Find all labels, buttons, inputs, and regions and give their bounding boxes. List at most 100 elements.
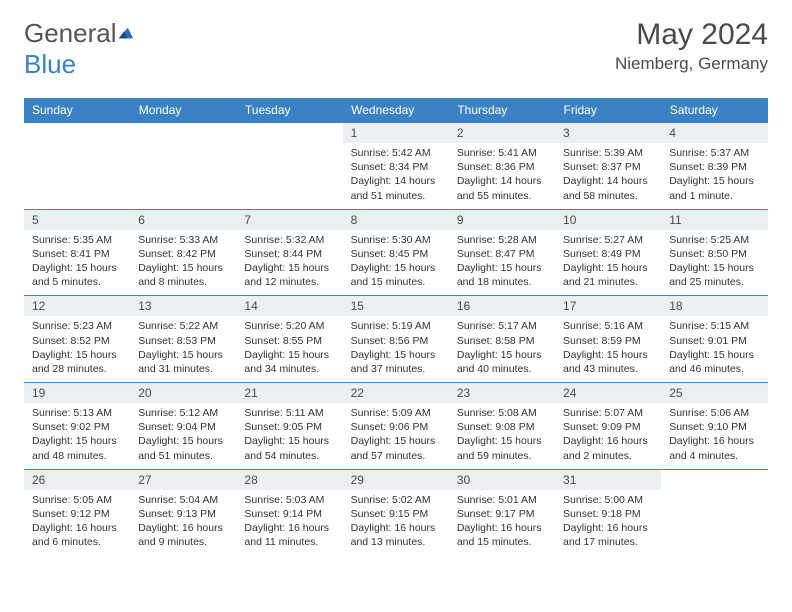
calendar-week: 12Sunrise: 5:23 AMSunset: 8:52 PMDayligh… (24, 296, 768, 383)
day-data: Sunrise: 5:41 AMSunset: 8:36 PMDaylight:… (449, 143, 555, 209)
calendar-cell: 1Sunrise: 5:42 AMSunset: 8:34 PMDaylight… (343, 123, 449, 210)
day-data: Sunrise: 5:11 AMSunset: 9:05 PMDaylight:… (236, 403, 342, 469)
day-number: 15 (343, 296, 449, 316)
day-header: Saturday (661, 98, 767, 123)
calendar-cell (236, 123, 342, 210)
calendar-cell: 21Sunrise: 5:11 AMSunset: 9:05 PMDayligh… (236, 383, 342, 470)
calendar-cell: 20Sunrise: 5:12 AMSunset: 9:04 PMDayligh… (130, 383, 236, 470)
calendar-cell: 16Sunrise: 5:17 AMSunset: 8:58 PMDayligh… (449, 296, 555, 383)
day-header: Friday (555, 98, 661, 123)
calendar-cell: 2Sunrise: 5:41 AMSunset: 8:36 PMDaylight… (449, 123, 555, 210)
day-number: 26 (24, 470, 130, 490)
day-number: 13 (130, 296, 236, 316)
day-number: 25 (661, 383, 767, 403)
day-number: 3 (555, 123, 661, 143)
day-number: 5 (24, 210, 130, 230)
day-data: Sunrise: 5:19 AMSunset: 8:56 PMDaylight:… (343, 316, 449, 382)
calendar-cell: 10Sunrise: 5:27 AMSunset: 8:49 PMDayligh… (555, 209, 661, 296)
day-number: 10 (555, 210, 661, 230)
day-number: 14 (236, 296, 342, 316)
day-number: 30 (449, 470, 555, 490)
day-header: Wednesday (343, 98, 449, 123)
calendar-cell: 3Sunrise: 5:39 AMSunset: 8:37 PMDaylight… (555, 123, 661, 210)
day-data: Sunrise: 5:32 AMSunset: 8:44 PMDaylight:… (236, 230, 342, 296)
calendar-cell: 28Sunrise: 5:03 AMSunset: 9:14 PMDayligh… (236, 469, 342, 555)
logo-word-1: General (24, 18, 117, 48)
logo-word-2: Blue (24, 49, 76, 79)
day-data: Sunrise: 5:09 AMSunset: 9:06 PMDaylight:… (343, 403, 449, 469)
day-data: Sunrise: 5:04 AMSunset: 9:13 PMDaylight:… (130, 490, 236, 556)
day-number: 8 (343, 210, 449, 230)
day-number: 21 (236, 383, 342, 403)
day-data: Sunrise: 5:28 AMSunset: 8:47 PMDaylight:… (449, 230, 555, 296)
calendar-cell: 18Sunrise: 5:15 AMSunset: 9:01 PMDayligh… (661, 296, 767, 383)
day-number: 29 (343, 470, 449, 490)
day-data: Sunrise: 5:22 AMSunset: 8:53 PMDaylight:… (130, 316, 236, 382)
calendar-cell: 31Sunrise: 5:00 AMSunset: 9:18 PMDayligh… (555, 469, 661, 555)
day-number: 20 (130, 383, 236, 403)
day-number: 12 (24, 296, 130, 316)
day-data: Sunrise: 5:23 AMSunset: 8:52 PMDaylight:… (24, 316, 130, 382)
day-data: Sunrise: 5:16 AMSunset: 8:59 PMDaylight:… (555, 316, 661, 382)
day-number: 18 (661, 296, 767, 316)
calendar-cell: 26Sunrise: 5:05 AMSunset: 9:12 PMDayligh… (24, 469, 130, 555)
day-number: 31 (555, 470, 661, 490)
day-number: 11 (661, 210, 767, 230)
day-data: Sunrise: 5:20 AMSunset: 8:55 PMDaylight:… (236, 316, 342, 382)
day-data: Sunrise: 5:13 AMSunset: 9:02 PMDaylight:… (24, 403, 130, 469)
day-data: Sunrise: 5:25 AMSunset: 8:50 PMDaylight:… (661, 230, 767, 296)
day-data: Sunrise: 5:17 AMSunset: 8:58 PMDaylight:… (449, 316, 555, 382)
calendar-cell: 8Sunrise: 5:30 AMSunset: 8:45 PMDaylight… (343, 209, 449, 296)
calendar-week: 19Sunrise: 5:13 AMSunset: 9:02 PMDayligh… (24, 383, 768, 470)
day-data: Sunrise: 5:05 AMSunset: 9:12 PMDaylight:… (24, 490, 130, 556)
day-data: Sunrise: 5:15 AMSunset: 9:01 PMDaylight:… (661, 316, 767, 382)
header: GeneralBlue May 2024 Niemberg, Germany (24, 18, 768, 80)
day-data: Sunrise: 5:39 AMSunset: 8:37 PMDaylight:… (555, 143, 661, 209)
day-number: 6 (130, 210, 236, 230)
day-data: Sunrise: 5:27 AMSunset: 8:49 PMDaylight:… (555, 230, 661, 296)
day-data: Sunrise: 5:00 AMSunset: 9:18 PMDaylight:… (555, 490, 661, 556)
calendar-cell: 12Sunrise: 5:23 AMSunset: 8:52 PMDayligh… (24, 296, 130, 383)
calendar-cell: 17Sunrise: 5:16 AMSunset: 8:59 PMDayligh… (555, 296, 661, 383)
calendar-cell: 23Sunrise: 5:08 AMSunset: 9:08 PMDayligh… (449, 383, 555, 470)
day-data: Sunrise: 5:08 AMSunset: 9:08 PMDaylight:… (449, 403, 555, 469)
calendar-cell: 30Sunrise: 5:01 AMSunset: 9:17 PMDayligh… (449, 469, 555, 555)
calendar-cell (24, 123, 130, 210)
day-data: Sunrise: 5:07 AMSunset: 9:09 PMDaylight:… (555, 403, 661, 469)
location: Niemberg, Germany (615, 54, 768, 74)
calendar-cell: 25Sunrise: 5:06 AMSunset: 9:10 PMDayligh… (661, 383, 767, 470)
day-number: 23 (449, 383, 555, 403)
calendar-cell: 7Sunrise: 5:32 AMSunset: 8:44 PMDaylight… (236, 209, 342, 296)
calendar-cell: 27Sunrise: 5:04 AMSunset: 9:13 PMDayligh… (130, 469, 236, 555)
day-data: Sunrise: 5:02 AMSunset: 9:15 PMDaylight:… (343, 490, 449, 556)
calendar-cell: 13Sunrise: 5:22 AMSunset: 8:53 PMDayligh… (130, 296, 236, 383)
day-header: Sunday (24, 98, 130, 123)
day-number: 17 (555, 296, 661, 316)
day-number: 7 (236, 210, 342, 230)
day-number: 16 (449, 296, 555, 316)
day-number: 22 (343, 383, 449, 403)
calendar-cell (130, 123, 236, 210)
triangle-icon (117, 24, 135, 42)
day-data: Sunrise: 5:30 AMSunset: 8:45 PMDaylight:… (343, 230, 449, 296)
logo: GeneralBlue (24, 18, 135, 80)
calendar-cell: 6Sunrise: 5:33 AMSunset: 8:42 PMDaylight… (130, 209, 236, 296)
calendar-week: 1Sunrise: 5:42 AMSunset: 8:34 PMDaylight… (24, 123, 768, 210)
title-block: May 2024 Niemberg, Germany (615, 18, 768, 74)
day-number: 24 (555, 383, 661, 403)
logo-text: GeneralBlue (24, 18, 135, 80)
calendar-cell: 24Sunrise: 5:07 AMSunset: 9:09 PMDayligh… (555, 383, 661, 470)
calendar-week: 5Sunrise: 5:35 AMSunset: 8:41 PMDaylight… (24, 209, 768, 296)
calendar-table: SundayMondayTuesdayWednesdayThursdayFrid… (24, 98, 768, 555)
calendar-cell: 11Sunrise: 5:25 AMSunset: 8:50 PMDayligh… (661, 209, 767, 296)
day-data: Sunrise: 5:06 AMSunset: 9:10 PMDaylight:… (661, 403, 767, 469)
day-data: Sunrise: 5:12 AMSunset: 9:04 PMDaylight:… (130, 403, 236, 469)
calendar-cell: 19Sunrise: 5:13 AMSunset: 9:02 PMDayligh… (24, 383, 130, 470)
calendar-cell: 29Sunrise: 5:02 AMSunset: 9:15 PMDayligh… (343, 469, 449, 555)
day-header: Tuesday (236, 98, 342, 123)
day-data: Sunrise: 5:42 AMSunset: 8:34 PMDaylight:… (343, 143, 449, 209)
day-number: 4 (661, 123, 767, 143)
day-header-row: SundayMondayTuesdayWednesdayThursdayFrid… (24, 98, 768, 123)
day-data: Sunrise: 5:37 AMSunset: 8:39 PMDaylight:… (661, 143, 767, 209)
calendar-cell: 5Sunrise: 5:35 AMSunset: 8:41 PMDaylight… (24, 209, 130, 296)
